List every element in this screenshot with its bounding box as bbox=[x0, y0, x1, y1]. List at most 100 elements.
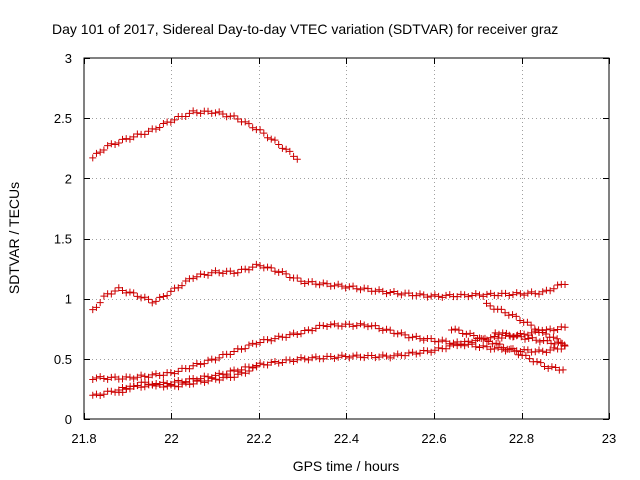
data-point bbox=[394, 330, 402, 338]
data-point bbox=[516, 329, 524, 337]
data-point bbox=[342, 284, 350, 292]
data-point bbox=[330, 320, 338, 328]
data-point bbox=[193, 360, 201, 368]
data-point bbox=[532, 336, 540, 344]
data-point bbox=[416, 335, 424, 343]
data-point bbox=[211, 356, 219, 364]
data-point bbox=[423, 347, 431, 355]
data-point bbox=[182, 113, 190, 121]
data-point bbox=[234, 269, 242, 277]
data-point bbox=[133, 292, 141, 300]
data-point bbox=[111, 287, 119, 295]
data-point bbox=[156, 123, 164, 131]
data-point bbox=[345, 320, 353, 328]
data-point bbox=[189, 362, 197, 370]
data-point bbox=[520, 291, 528, 299]
data-point bbox=[557, 345, 565, 353]
data-point bbox=[420, 336, 428, 344]
data-point bbox=[245, 120, 253, 128]
data-point bbox=[212, 375, 220, 383]
data-point bbox=[349, 352, 357, 360]
data-point bbox=[542, 330, 550, 338]
data-point bbox=[397, 291, 405, 299]
data-point bbox=[539, 288, 547, 296]
data-point bbox=[249, 124, 257, 132]
data-point bbox=[459, 329, 467, 337]
data-point bbox=[505, 311, 513, 319]
data-point bbox=[401, 331, 409, 339]
data-point bbox=[126, 373, 134, 381]
data-point bbox=[174, 284, 182, 292]
data-point bbox=[401, 352, 409, 360]
data-point bbox=[334, 353, 342, 361]
data-point bbox=[416, 290, 424, 298]
data-point bbox=[453, 293, 461, 301]
data-point bbox=[364, 323, 372, 331]
data-point bbox=[516, 317, 524, 325]
data-point bbox=[256, 359, 264, 367]
data-point bbox=[427, 348, 435, 356]
data-point bbox=[111, 141, 119, 149]
data-point bbox=[264, 134, 272, 142]
data-point bbox=[148, 381, 156, 389]
data-point bbox=[514, 331, 522, 339]
x-tick-label: 22.6 bbox=[421, 431, 446, 446]
data-point bbox=[558, 339, 566, 347]
data-point bbox=[394, 290, 402, 298]
data-point bbox=[215, 376, 223, 384]
data-point bbox=[330, 354, 338, 362]
data-point bbox=[554, 338, 562, 346]
data-point bbox=[100, 390, 108, 398]
data-point bbox=[286, 147, 294, 155]
data-point bbox=[208, 269, 216, 277]
data-point bbox=[551, 340, 559, 348]
x-tick-label: 22.8 bbox=[509, 431, 534, 446]
data-point bbox=[435, 338, 443, 346]
data-point bbox=[457, 341, 465, 349]
data-point bbox=[241, 369, 249, 377]
data-point bbox=[409, 333, 417, 341]
data-point bbox=[481, 334, 489, 342]
data-point bbox=[185, 365, 193, 373]
data-point bbox=[464, 293, 472, 301]
data-point bbox=[215, 369, 223, 377]
data-point bbox=[130, 375, 138, 383]
data-point bbox=[442, 337, 450, 345]
data-point bbox=[267, 135, 275, 143]
data-point bbox=[553, 335, 561, 343]
data-point bbox=[342, 352, 350, 360]
data-point bbox=[427, 292, 435, 300]
data-point bbox=[483, 290, 491, 298]
data-point bbox=[550, 344, 558, 352]
data-point bbox=[338, 282, 346, 290]
data-point bbox=[550, 327, 558, 335]
data-point bbox=[535, 346, 543, 354]
data-point bbox=[546, 287, 554, 295]
data-point bbox=[509, 291, 517, 299]
data-point bbox=[383, 352, 391, 360]
data-point bbox=[390, 288, 398, 296]
data-point bbox=[423, 293, 431, 301]
data-point bbox=[308, 354, 316, 362]
data-point bbox=[159, 371, 167, 379]
data-point bbox=[230, 112, 238, 120]
data-point bbox=[92, 390, 100, 398]
data-point bbox=[293, 331, 301, 339]
data-point bbox=[360, 354, 368, 362]
data-point bbox=[126, 135, 134, 143]
data-point bbox=[539, 347, 547, 355]
data-point bbox=[282, 145, 290, 153]
data-point bbox=[122, 135, 130, 143]
data-point bbox=[554, 281, 562, 289]
data-point bbox=[542, 286, 550, 294]
data-point bbox=[524, 289, 532, 297]
data-point bbox=[96, 299, 104, 307]
data-point bbox=[163, 292, 171, 300]
data-point bbox=[316, 281, 324, 289]
data-point bbox=[193, 273, 201, 281]
data-point bbox=[160, 383, 168, 391]
data-point bbox=[327, 353, 335, 361]
data-point bbox=[349, 282, 357, 290]
data-point bbox=[152, 370, 160, 378]
data-point bbox=[197, 377, 205, 385]
